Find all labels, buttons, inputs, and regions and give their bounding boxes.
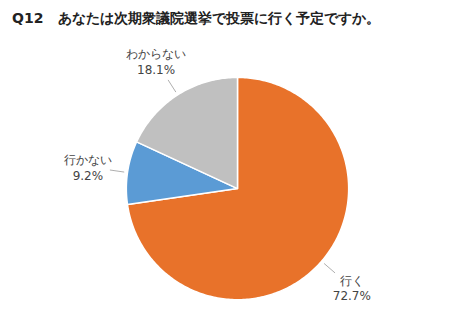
- svg-text:わからない18.1%: わからない18.1%: [126, 47, 186, 77]
- svg-text:行く72.7%: 行く72.7%: [333, 274, 371, 304]
- html-text:Q12 あなたは次期衆議院選挙で投票に行く予定ですか。: Q12 あなたは次期衆議院選挙で投票に行く予定ですか。: [12, 10, 380, 26]
- svg-text:行かない9.2%: 行かない9.2%: [64, 153, 112, 183]
